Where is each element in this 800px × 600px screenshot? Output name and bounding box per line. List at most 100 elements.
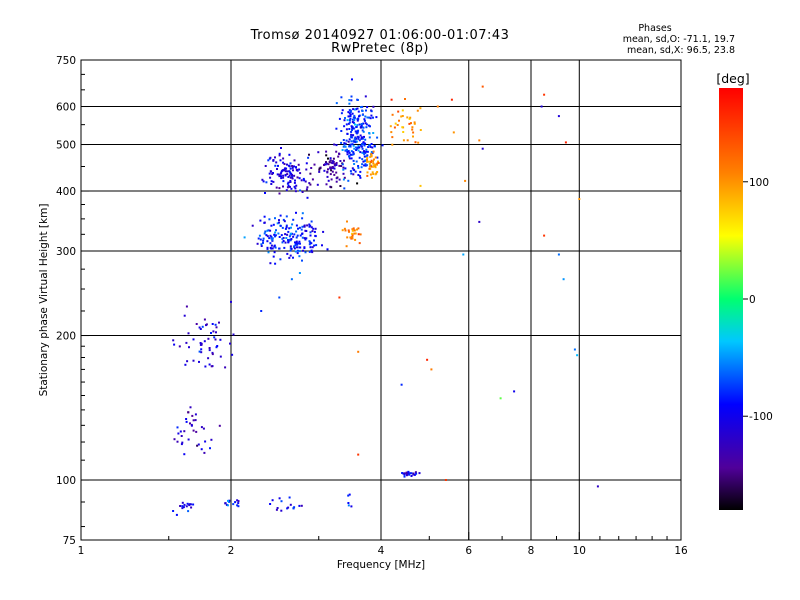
data-point bbox=[266, 240, 269, 243]
data-point bbox=[368, 167, 371, 170]
data-point bbox=[359, 176, 362, 179]
data-point bbox=[365, 148, 368, 151]
y-tick-label: 600 bbox=[56, 102, 76, 114]
data-point bbox=[293, 159, 296, 162]
data-point bbox=[309, 231, 312, 234]
data-point bbox=[285, 237, 288, 239]
data-point bbox=[342, 145, 345, 148]
data-point bbox=[271, 237, 273, 240]
data-point bbox=[308, 250, 311, 253]
data-point bbox=[354, 232, 357, 235]
data-point bbox=[351, 112, 354, 115]
data-point bbox=[215, 346, 218, 349]
data-point bbox=[343, 119, 346, 122]
data-point bbox=[297, 163, 300, 166]
data-point bbox=[288, 174, 291, 177]
data-point bbox=[306, 196, 309, 199]
data-point bbox=[191, 414, 194, 417]
data-point bbox=[203, 451, 206, 454]
data-point bbox=[403, 472, 406, 475]
data-point bbox=[263, 215, 266, 218]
data-point bbox=[310, 226, 313, 229]
data-point bbox=[287, 181, 290, 184]
data-point bbox=[293, 174, 296, 177]
data-point bbox=[410, 122, 412, 125]
data-point bbox=[301, 225, 304, 228]
data-point bbox=[331, 170, 334, 173]
data-point bbox=[365, 126, 368, 129]
data-point bbox=[372, 164, 375, 167]
data-point bbox=[348, 128, 351, 130]
data-point bbox=[351, 121, 354, 123]
data-point bbox=[296, 249, 299, 252]
data-point bbox=[313, 230, 316, 233]
data-point bbox=[268, 218, 271, 221]
x-tick-label: 8 bbox=[528, 545, 535, 557]
data-point bbox=[578, 198, 581, 200]
data-point bbox=[313, 239, 315, 242]
data-point bbox=[275, 508, 278, 511]
data-point bbox=[262, 239, 265, 242]
data-point bbox=[341, 163, 344, 166]
data-point bbox=[304, 251, 307, 254]
chart-title: Tromsø 20140927 01:06:00-01:07:43 bbox=[250, 28, 510, 43]
data-point bbox=[285, 226, 288, 229]
data-point bbox=[281, 241, 284, 244]
data-point bbox=[251, 224, 254, 227]
data-point bbox=[341, 229, 344, 232]
data-point bbox=[353, 229, 356, 232]
data-point bbox=[300, 228, 303, 231]
data-point bbox=[347, 122, 350, 125]
data-point bbox=[309, 234, 312, 237]
data-point bbox=[203, 340, 206, 343]
data-point bbox=[357, 129, 360, 132]
data-point bbox=[287, 241, 290, 244]
data-point bbox=[333, 143, 336, 146]
data-point bbox=[345, 123, 348, 126]
data-point bbox=[283, 220, 286, 223]
data-point bbox=[274, 262, 277, 265]
data-point bbox=[293, 185, 296, 188]
data-point bbox=[339, 160, 342, 162]
data-point bbox=[268, 237, 271, 240]
data-point bbox=[189, 406, 192, 409]
data-point bbox=[287, 240, 290, 243]
data-point bbox=[310, 249, 313, 252]
data-point bbox=[232, 503, 235, 506]
data-point bbox=[283, 246, 286, 249]
data-point bbox=[282, 157, 285, 160]
data-point bbox=[195, 430, 198, 433]
data-point bbox=[368, 144, 371, 147]
data-point bbox=[218, 321, 220, 324]
data-point bbox=[266, 246, 269, 249]
data-point bbox=[198, 360, 200, 363]
data-point bbox=[370, 165, 373, 168]
data-point bbox=[366, 171, 369, 174]
data-point bbox=[365, 155, 368, 158]
data-point bbox=[403, 475, 406, 478]
data-point bbox=[358, 123, 361, 126]
data-point bbox=[343, 143, 346, 146]
data-point bbox=[349, 115, 352, 117]
data-point bbox=[289, 167, 292, 170]
data-point bbox=[357, 165, 360, 167]
data-point bbox=[355, 160, 358, 163]
data-point bbox=[393, 126, 396, 129]
data-point bbox=[294, 244, 297, 247]
data-point bbox=[363, 153, 366, 156]
data-point bbox=[275, 229, 277, 232]
y-tick-label: 400 bbox=[56, 186, 76, 198]
data-point bbox=[195, 323, 198, 325]
data-point bbox=[344, 167, 347, 170]
data-point bbox=[372, 150, 375, 153]
data-point bbox=[284, 227, 287, 230]
data-point bbox=[295, 241, 298, 244]
data-point bbox=[362, 126, 365, 129]
data-point bbox=[402, 139, 405, 142]
data-point bbox=[289, 254, 292, 257]
data-point bbox=[289, 185, 291, 188]
colorbar-tick-label: 0 bbox=[749, 294, 756, 306]
data-point bbox=[361, 136, 363, 139]
data-point bbox=[408, 473, 411, 476]
data-point bbox=[322, 230, 325, 233]
